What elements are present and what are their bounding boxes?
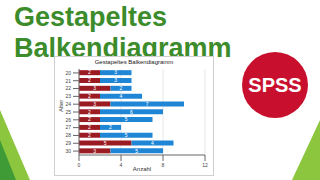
svg-text:24: 24 [65,101,71,107]
svg-text:3: 3 [93,85,96,91]
svg-text:3: 3 [93,148,96,154]
svg-text:7: 7 [146,101,149,107]
svg-text:0: 0 [78,162,81,168]
svg-text:2: 2 [88,69,91,75]
svg-text:Alter: Alter [58,100,64,112]
svg-text:2: 2 [88,124,91,130]
svg-text:5: 5 [125,132,128,138]
svg-text:22: 22 [65,85,71,91]
svg-text:8: 8 [162,162,165,168]
svg-text:6: 6 [130,109,133,115]
html-text:Gestapeltes Balkendiagramm: Gestapeltes Balkendiagramm [14,2,232,63]
svg-text:Anzahl: Anzahl [133,166,151,172]
svg-text:5: 5 [135,148,138,154]
svg-text:20: 20 [65,70,71,76]
svg-text:4: 4 [120,162,123,168]
svg-text:12: 12 [202,162,208,168]
svg-text:21: 21 [65,78,71,84]
svg-text:2: 2 [88,109,91,115]
svg-text:2: 2 [88,116,91,122]
svg-text:2: 2 [120,85,123,91]
svg-text:3: 3 [93,101,96,107]
svg-text:23: 23 [65,93,71,99]
svg-text:2: 2 [109,124,112,130]
svg-text:26: 26 [65,117,71,123]
svg-text:4: 4 [120,93,123,99]
svg-text:2: 2 [88,132,91,138]
svg-text:28: 28 [65,132,71,138]
svg-text:4: 4 [151,140,154,146]
svg-text:2: 2 [88,77,91,83]
svg-text:30: 30 [65,148,71,154]
svg-text:29: 29 [65,140,71,146]
html-text:SPSS: SPSS [248,73,302,96]
svg-text:27: 27 [65,124,71,130]
svg-text:3: 3 [114,77,117,83]
svg-text:5: 5 [104,140,107,146]
svg-text:2: 2 [88,93,91,99]
svg-text:3: 3 [114,69,117,75]
svg-text:25: 25 [65,109,71,115]
svg-text:5: 5 [125,116,128,122]
